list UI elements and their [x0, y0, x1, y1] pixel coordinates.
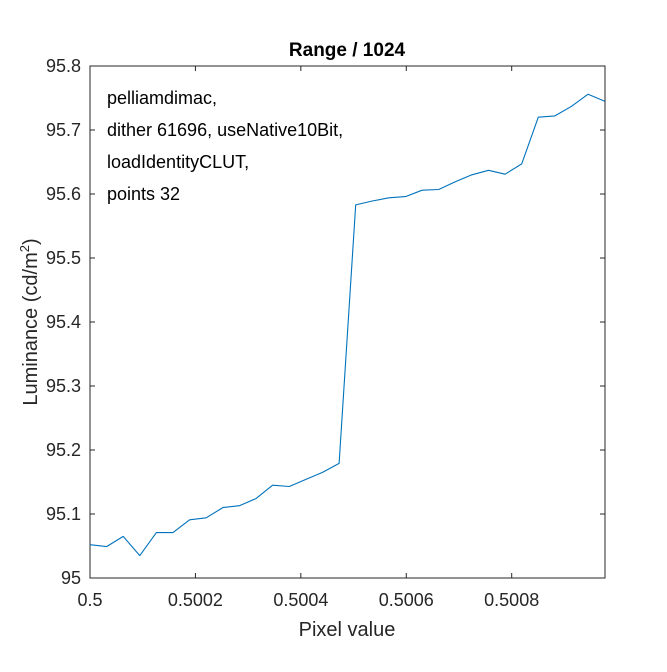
plot-area: 0.5 0.5002 0.5004 0.5006 0.5008 95 95.1 95.2 95.… [46, 56, 606, 610]
y-tick-label: 95.6 [46, 184, 81, 204]
x-tick-label: 0.5 [77, 590, 102, 610]
y-axis-label-main: Luminance (cd/m [20, 252, 42, 405]
y-tick-label: 95.2 [46, 440, 81, 460]
y-tick-label: 95.5 [46, 248, 81, 268]
y-tick-label: 95.8 [46, 56, 81, 76]
annotation-line: dither 61696, useNative10Bit, [107, 120, 343, 140]
y-tick-label: 95.1 [46, 504, 81, 524]
y-axis-label-superscript: 2 [17, 245, 32, 252]
x-tick-label: 0.5002 [168, 590, 223, 610]
axes-box [89, 65, 606, 579]
annotation-line: loadIdentityCLUT, [107, 152, 249, 172]
chart-title: Range / 1024 [289, 40, 406, 61]
x-tick-label: 0.5004 [273, 590, 328, 610]
y-tick-label: 95.7 [46, 120, 81, 140]
y-axis-label-end: ) [20, 238, 42, 245]
y-tick-label: 95.4 [46, 312, 81, 332]
x-tick-label: 0.5008 [484, 590, 539, 610]
x-axis-label: Pixel value [299, 619, 396, 641]
series-line [89, 93, 605, 557]
x-tick-label: 0.5006 [379, 590, 434, 610]
y-axis-label: Luminance (cd/m2) [17, 238, 42, 405]
y-tick-label: 95.3 [46, 376, 81, 396]
y-tick-label: 95 [61, 568, 81, 588]
annotation-line: pelliamdimac, [107, 88, 217, 108]
annotation-line: points 32 [107, 184, 180, 204]
